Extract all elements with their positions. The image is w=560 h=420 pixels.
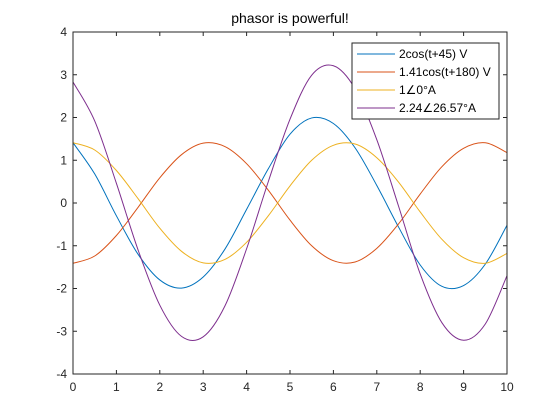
x-tick-label: 6 <box>330 380 337 394</box>
y-tick-label: 1 <box>60 153 67 167</box>
x-tick-label: 4 <box>243 380 250 394</box>
y-tick-label: 0 <box>60 196 67 210</box>
chart-title: phasor is powerful! <box>231 10 349 26</box>
x-tick-label: 3 <box>200 380 207 394</box>
x-tick-label: 2 <box>156 380 163 394</box>
y-tick-label: -4 <box>56 367 67 381</box>
x-tick-label: 8 <box>417 380 424 394</box>
y-tick-label: -1 <box>56 239 67 253</box>
legend-label-4: 2.24∠26.57°A <box>399 101 476 115</box>
legend-label-1: 2cos(t+45) V <box>399 47 467 61</box>
x-tick-label: 9 <box>460 380 467 394</box>
y-tick-label: -3 <box>56 324 67 338</box>
legend: 2cos(t+45) V 1.41cos(t+180) V 1∠0°A 2.24∠26… <box>352 43 499 119</box>
legend-label-2: 1.41cos(t+180) V <box>399 65 491 79</box>
y-tick-label: 3 <box>60 68 67 82</box>
x-tick-label: 7 <box>373 380 380 394</box>
legend-label-3: 1∠0°A <box>399 83 436 97</box>
y-tick-label: 2 <box>60 111 67 125</box>
y-tick-label: 4 <box>60 25 67 39</box>
x-tick-label: 10 <box>500 380 514 394</box>
x-tick-label: 5 <box>287 380 294 394</box>
x-tick-label: 1 <box>113 380 120 394</box>
x-tick-label: 0 <box>70 380 77 394</box>
y-tick-label: -2 <box>56 282 67 296</box>
